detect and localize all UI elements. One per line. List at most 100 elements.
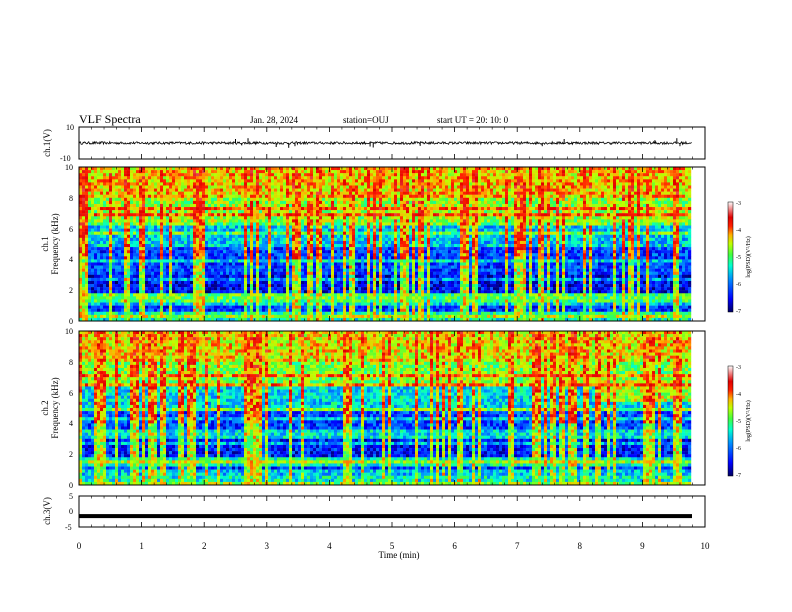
spectrogram-cell — [88, 262, 91, 265]
spectrogram-cell — [148, 219, 151, 222]
spectrogram-cell — [160, 241, 163, 244]
spectrogram-cell — [103, 253, 106, 256]
spectrogram-cell — [124, 207, 127, 210]
spectrogram-cell — [130, 226, 133, 229]
spectrogram-cell — [112, 262, 115, 265]
spectrogram-cell — [136, 296, 139, 299]
spectrogram-cell — [190, 229, 193, 232]
spectrogram-cell — [85, 222, 88, 225]
spectrogram-cell — [91, 185, 94, 188]
spectrogram-cell — [226, 312, 229, 315]
spectrogram-cell — [220, 229, 223, 232]
spectrogram-cell — [151, 247, 154, 250]
spectrogram-cell — [199, 287, 202, 290]
spectrogram-cell — [226, 198, 229, 201]
spectrogram-cell — [169, 293, 172, 296]
spectrogram-cell — [130, 189, 133, 192]
spectrogram-cell — [172, 256, 175, 259]
spectrogram-cell — [97, 173, 100, 176]
spectrogram-cell — [145, 226, 148, 229]
spectrogram-cell — [181, 210, 184, 213]
spectrogram-cell — [145, 275, 148, 278]
spectrogram-cell — [124, 306, 127, 309]
spectrogram-cell — [202, 290, 205, 293]
spectrogram-cell — [157, 192, 160, 195]
spectrogram-cell — [136, 226, 139, 229]
spectrogram-cell — [169, 229, 172, 232]
spectrogram-cell — [190, 241, 193, 244]
spectrogram-cell — [154, 309, 157, 312]
spectrogram-cell — [85, 315, 88, 318]
spectrogram-cell — [139, 195, 142, 198]
spectrogram-cell — [157, 303, 160, 306]
spectrogram-cell — [136, 222, 139, 225]
spectrogram-cell — [205, 309, 208, 312]
spectrogram-cell — [199, 272, 202, 275]
spectrogram-cell — [202, 312, 205, 315]
spectrogram-cell — [229, 192, 232, 195]
spectrogram-cell — [124, 275, 127, 278]
spectrogram-cell — [169, 296, 172, 299]
spectrogram-cell — [187, 259, 190, 262]
spectrogram-cell — [88, 210, 91, 213]
spectrogram-cell — [154, 262, 157, 265]
spectrogram-cell — [157, 262, 160, 265]
spectrogram-cell — [214, 216, 217, 219]
spectrogram-cell — [88, 296, 91, 299]
spectrogram-cell — [85, 189, 88, 192]
spectrogram-cell — [136, 272, 139, 275]
spectrogram-cell — [193, 284, 196, 287]
spectrogram-cell — [154, 299, 157, 302]
spectrogram-cell — [112, 229, 115, 232]
spectrogram-cell — [145, 241, 148, 244]
spectrogram-cell — [130, 192, 133, 195]
spectrogram-cell — [91, 244, 94, 247]
spectrogram-cell — [199, 266, 202, 269]
spectrogram-cell — [127, 229, 130, 232]
spectrogram-cell — [109, 182, 112, 185]
spectrogram-cell — [163, 262, 166, 265]
spectrogram-cell — [178, 278, 181, 281]
spectrogram-cell — [97, 287, 100, 290]
spectrogram-cell — [106, 219, 109, 222]
spectrogram-cell — [100, 272, 103, 275]
spectrogram-cell — [217, 232, 220, 235]
spectrogram-cell — [181, 207, 184, 210]
spectrogram-cell — [157, 299, 160, 302]
spectrogram-cell — [91, 182, 94, 185]
spectrogram-cell — [139, 293, 142, 296]
spectrogram-cell — [148, 253, 151, 256]
spectrogram-cell — [118, 296, 121, 299]
spectrogram-cell — [223, 262, 226, 265]
spectrogram-cell — [199, 170, 202, 173]
spectrogram-cell — [202, 170, 205, 173]
spectrogram-cell — [163, 272, 166, 275]
spectrogram-cell — [169, 266, 172, 269]
spectrogram-cell — [172, 216, 175, 219]
spectrogram-cell — [184, 306, 187, 309]
spectrogram-cell — [175, 176, 178, 179]
spectrogram-cell — [193, 170, 196, 173]
spectrogram-cell — [187, 232, 190, 235]
spectrogram-cell — [172, 259, 175, 262]
spectrogram-cell — [133, 241, 136, 244]
spectrogram-cell — [202, 232, 205, 235]
spectrogram-cell — [223, 182, 226, 185]
spectrogram-cell — [184, 287, 187, 290]
spectrogram-cell — [196, 229, 199, 232]
spectrogram-cell — [136, 247, 139, 250]
spectrogram-cell — [196, 244, 199, 247]
spectrogram-cell — [211, 306, 214, 309]
spectrogram-cell — [103, 189, 106, 192]
spectrogram-cell — [139, 262, 142, 265]
spectrogram-cell — [181, 219, 184, 222]
spectrogram-cell — [223, 222, 226, 225]
spectrogram-cell — [85, 192, 88, 195]
spectrogram-cell — [208, 173, 211, 176]
spectrogram-cell — [223, 256, 226, 259]
spectrogram-cell — [181, 278, 184, 281]
spectrogram-cell — [154, 210, 157, 213]
spectrogram-cell — [85, 207, 88, 210]
spectrogram-cell — [91, 259, 94, 262]
spectrogram-cell — [211, 278, 214, 281]
